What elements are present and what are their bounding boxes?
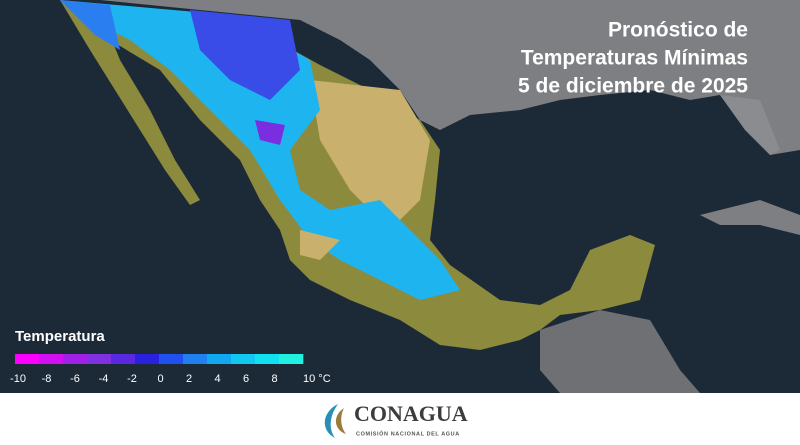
legend-title: Temperatura [15, 328, 105, 345]
legend-tick-label: 10 °C [303, 373, 331, 385]
legend-swatch [231, 354, 256, 364]
legend-swatch [63, 354, 88, 364]
legend-tick-label: 0 [157, 373, 163, 385]
legend-tick-label: -4 [99, 373, 109, 385]
legend-tick-label: 2 [186, 373, 192, 385]
legend-tick-label: 6 [243, 373, 249, 385]
land-baja [60, 0, 200, 205]
legend-swatch [255, 354, 280, 364]
coldest-region [255, 120, 285, 145]
legend-swatch [15, 354, 40, 364]
cold-region [60, 0, 460, 300]
legend-swatch [87, 354, 112, 364]
logo-icon [324, 404, 338, 438]
logo: CONAGUA COMISIÓN NACIONAL DEL AGUA [324, 401, 468, 438]
title-line: 5 de diciembre de 2025 [518, 75, 748, 98]
title-line: Pronóstico de [608, 19, 748, 42]
land-usa [0, 0, 800, 155]
logo-name: CONAGUA [354, 401, 468, 426]
legend-tick-label: 8 [271, 373, 277, 385]
footer [0, 393, 800, 445]
land-central-america [540, 310, 700, 393]
land-cuba [700, 200, 800, 235]
plateau-region [300, 230, 340, 260]
land-florida [720, 95, 780, 155]
legend-swatch [135, 354, 160, 364]
legend-tick-label: -2 [127, 373, 137, 385]
legend-swatch [279, 354, 304, 364]
legend-tick-label: -8 [42, 373, 52, 385]
logo-icon [335, 408, 346, 434]
title-line: Temperaturas Mínimas [521, 47, 748, 70]
legend-tick-label: -10 [10, 373, 26, 385]
legend-tick-label: 4 [214, 373, 220, 385]
legend-tick-label: -6 [70, 373, 80, 385]
logo-subtitle: COMISIÓN NACIONAL DEL AGUA [356, 429, 460, 437]
legend-swatch [159, 354, 184, 364]
legend-labels: -10 -8 -6 -4 -2 0 2 4 6 8 10 °C [10, 373, 331, 385]
legend-swatch [39, 354, 64, 364]
cold-region-baja [60, 0, 120, 50]
legend-swatch [183, 354, 208, 364]
legend-swatch [207, 354, 232, 364]
plateau-region [310, 80, 430, 230]
legend-swatch [111, 354, 136, 364]
colder-region [190, 10, 300, 100]
legend-bar [15, 354, 304, 364]
